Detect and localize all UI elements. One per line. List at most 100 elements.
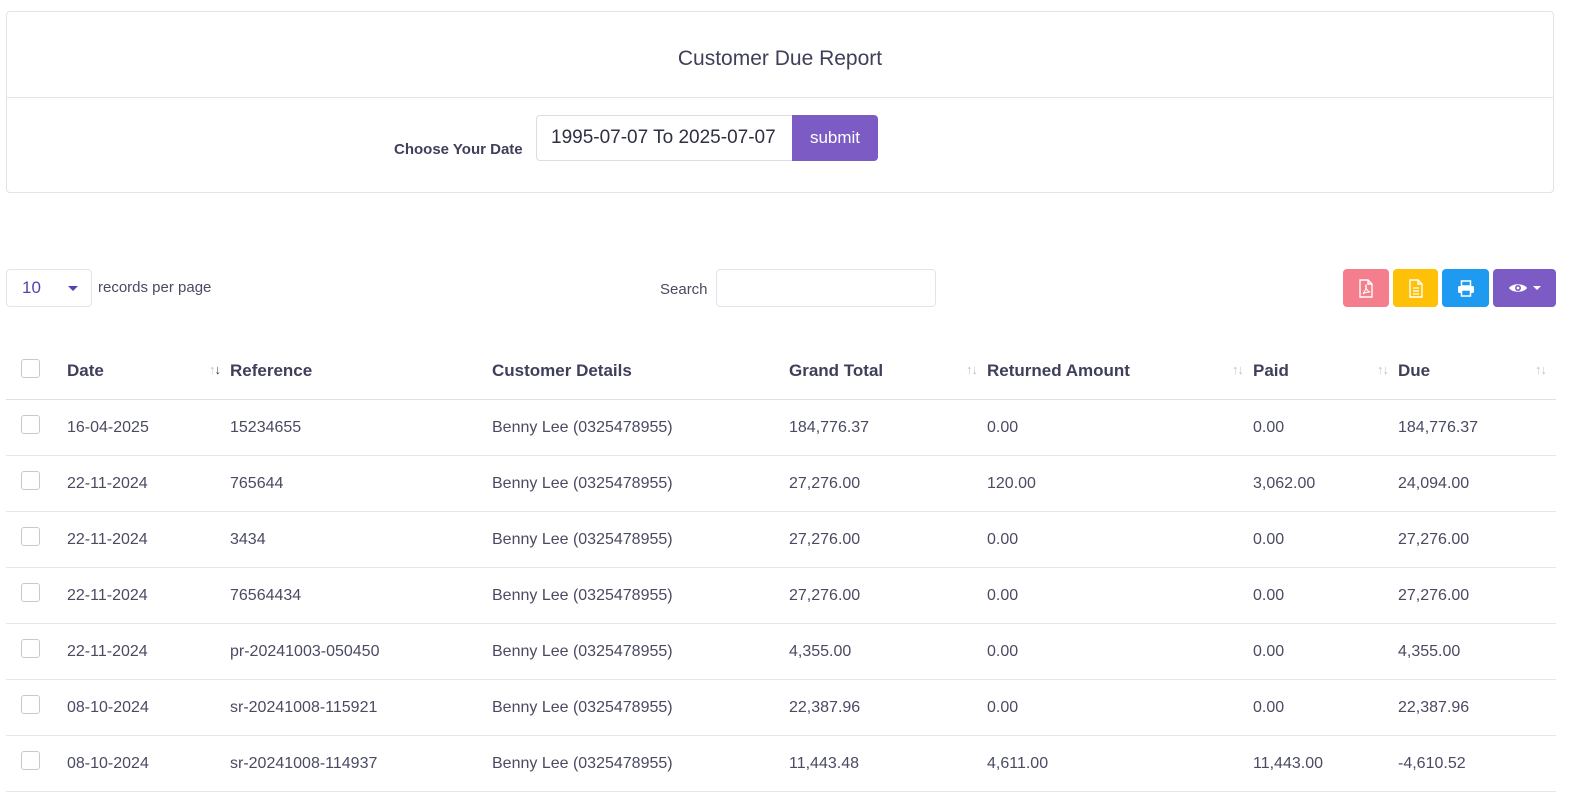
paid-cell: 0.00 bbox=[1253, 679, 1398, 736]
table-row: 22-11-2024 3434 Benny Lee (0325478955) 27,2… bbox=[6, 511, 1556, 568]
page-title: Customer Due Report bbox=[677, 46, 883, 70]
date-label: Choose Your Date bbox=[394, 141, 523, 158]
search-label: Search bbox=[660, 281, 708, 298]
caret-down-icon bbox=[1533, 286, 1541, 290]
select-all-cell bbox=[6, 343, 67, 400]
column-header-label: Returned Amount bbox=[987, 361, 1130, 380]
returned-amount-cell: 4,611.00 bbox=[987, 735, 1253, 792]
customer-details-cell: Benny Lee (0325478955) bbox=[492, 455, 789, 512]
paid-cell: 0.00 bbox=[1253, 567, 1398, 624]
date-cell: 08-10-2024 bbox=[67, 679, 230, 736]
column-header-label: Customer Details bbox=[492, 361, 632, 380]
column-header-paid[interactable]: Paid ↑↓ bbox=[1253, 343, 1398, 400]
records-per-page-value: 10 bbox=[22, 278, 41, 297]
customer-details-cell: Benny Lee (0325478955) bbox=[492, 735, 789, 792]
row-checkbox[interactable] bbox=[21, 415, 40, 434]
column-header-label: Grand Total bbox=[789, 361, 884, 380]
customer-details-cell: Benny Lee (0325478955) bbox=[492, 567, 789, 624]
paid-cell: 0.00 bbox=[1253, 399, 1398, 456]
table-row: 08-10-2024 sr-20241008-115921 Benny Lee (0… bbox=[6, 679, 1556, 736]
column-header-grand-total[interactable]: Grand Total ↑↓ bbox=[789, 343, 987, 400]
records-per-page-select[interactable]: 10 bbox=[6, 269, 92, 307]
table-row: 22-11-2024 pr-20241003-050450 Benny Lee (0… bbox=[6, 623, 1556, 680]
row-checkbox[interactable] bbox=[21, 695, 40, 714]
sort-icon: ↑↓ bbox=[966, 362, 978, 377]
select-all-checkbox[interactable] bbox=[21, 359, 40, 378]
customer-details-cell: Benny Lee (0325478955) bbox=[492, 623, 789, 680]
due-cell: 27,276.00 bbox=[1398, 511, 1556, 568]
search-input[interactable] bbox=[716, 269, 936, 307]
column-header-customer-details[interactable]: Customer Details bbox=[492, 343, 789, 400]
due-cell: 27,276.00 bbox=[1398, 567, 1556, 624]
column-header-reference[interactable]: Reference bbox=[230, 343, 492, 400]
customer-details-cell: Benny Lee (0325478955) bbox=[492, 511, 789, 568]
date-cell: 22-11-2024 bbox=[67, 623, 230, 680]
row-checkbox[interactable] bbox=[21, 471, 40, 490]
reference-cell: 3434 bbox=[230, 511, 492, 568]
row-checkbox[interactable] bbox=[21, 583, 40, 602]
date-range-input[interactable]: 1995-07-07 To 2025-07-07 bbox=[536, 115, 792, 161]
submit-button[interactable]: submit bbox=[792, 115, 878, 161]
returned-amount-cell: 0.00 bbox=[987, 567, 1253, 624]
column-header-due[interactable]: Due ↑↓ bbox=[1398, 343, 1556, 400]
column-header-returned-amount[interactable]: Returned Amount ↑↓ bbox=[987, 343, 1253, 400]
grand-total-cell: 22,387.96 bbox=[789, 679, 987, 736]
records-per-page-label: records per page bbox=[98, 279, 212, 296]
row-select-cell bbox=[6, 735, 67, 792]
paid-cell: 0.00 bbox=[1253, 623, 1398, 680]
sort-icon: ↑↓ bbox=[1377, 362, 1389, 377]
grand-total-cell: 11,443.48 bbox=[789, 735, 987, 792]
row-checkbox[interactable] bbox=[21, 751, 40, 770]
table-body: 16-04-2025 15234655 Benny Lee (0325478955)… bbox=[6, 399, 1556, 792]
row-select-cell bbox=[6, 623, 67, 680]
paid-cell: 3,062.00 bbox=[1253, 455, 1398, 512]
column-header-label: Paid bbox=[1253, 361, 1289, 380]
date-cell: 22-11-2024 bbox=[67, 567, 230, 624]
date-cell: 16-04-2025 bbox=[67, 399, 230, 456]
table-row: 16-04-2025 15234655 Benny Lee (0325478955)… bbox=[6, 399, 1556, 456]
grand-total-cell: 27,276.00 bbox=[789, 567, 987, 624]
table-row: 08-10-2024 sr-20241008-114937 Benny Lee (0… bbox=[6, 735, 1556, 792]
pdf-export-button[interactable] bbox=[1343, 269, 1389, 307]
date-cell: 22-11-2024 bbox=[67, 511, 230, 568]
due-cell: 24,094.00 bbox=[1398, 455, 1556, 512]
column-header-date[interactable]: Date ↑↓ bbox=[67, 343, 230, 400]
date-cell: 08-10-2024 bbox=[67, 735, 230, 792]
sort-icon: ↑↓ bbox=[1535, 362, 1547, 377]
row-checkbox[interactable] bbox=[21, 527, 40, 546]
row-select-cell bbox=[6, 679, 67, 736]
file-pdf-icon bbox=[1359, 278, 1373, 298]
grand-total-cell: 27,276.00 bbox=[789, 455, 987, 512]
table-row: 22-11-2024 76564434 Benny Lee (0325478955)… bbox=[6, 567, 1556, 624]
row-select-cell bbox=[6, 511, 67, 568]
grand-total-cell: 4,355.00 bbox=[789, 623, 987, 680]
csv-export-button[interactable] bbox=[1393, 269, 1438, 307]
paid-cell: 0.00 bbox=[1253, 511, 1398, 568]
report-header: Customer Due Report bbox=[7, 12, 1553, 98]
reference-cell: sr-20241008-115921 bbox=[230, 679, 492, 736]
column-header-label: Date bbox=[67, 361, 104, 380]
due-cell: 184,776.37 bbox=[1398, 399, 1556, 456]
row-select-cell bbox=[6, 399, 67, 456]
returned-amount-cell: 0.00 bbox=[987, 511, 1253, 568]
row-checkbox[interactable] bbox=[21, 639, 40, 658]
customer-due-table: Date ↑↓ Reference Customer Details Grand… bbox=[6, 343, 1556, 792]
grand-total-cell: 184,776.37 bbox=[789, 399, 987, 456]
row-select-cell bbox=[6, 455, 67, 512]
customer-details-cell: Benny Lee (0325478955) bbox=[492, 679, 789, 736]
report-filter: Choose Your Date bbox=[7, 98, 1553, 194]
print-button[interactable] bbox=[1442, 269, 1489, 307]
reference-cell: 76564434 bbox=[230, 567, 492, 624]
sort-icon: ↑↓ bbox=[209, 362, 221, 377]
customer-details-cell: Benny Lee (0325478955) bbox=[492, 399, 789, 456]
due-cell: 22,387.96 bbox=[1398, 679, 1556, 736]
reference-cell: 765644 bbox=[230, 455, 492, 512]
row-select-cell bbox=[6, 567, 67, 624]
grand-total-cell: 27,276.00 bbox=[789, 511, 987, 568]
caret-down-icon bbox=[68, 286, 78, 291]
returned-amount-cell: 0.00 bbox=[987, 623, 1253, 680]
date-cell: 22-11-2024 bbox=[67, 455, 230, 512]
column-visibility-button[interactable] bbox=[1493, 269, 1556, 307]
table-row: 22-11-2024 765644 Benny Lee (0325478955) 27… bbox=[6, 455, 1556, 512]
returned-amount-cell: 120.00 bbox=[987, 455, 1253, 512]
